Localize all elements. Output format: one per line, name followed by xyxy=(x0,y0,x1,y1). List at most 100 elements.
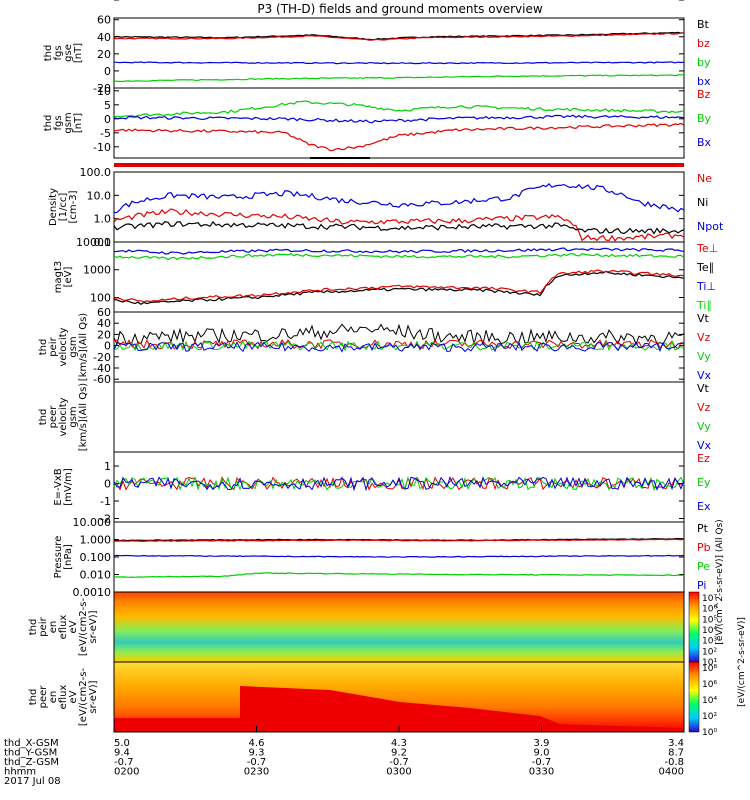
y-tick-label: 1000 xyxy=(83,0,111,3)
y-axis-label: thd xyxy=(28,689,39,706)
y-tick-label: 0.0010 xyxy=(73,586,112,599)
y-tick-label: 10 xyxy=(97,0,111,3)
x-row-value: 0200 xyxy=(114,767,139,778)
y-tick-label: 5 xyxy=(104,99,111,112)
panel-4: 100 1000 10000 magt3 [eV] Te⊥ Te∥ Ti⊥ Ti∥ xyxy=(53,236,718,313)
x-row-value: 0400 xyxy=(659,767,684,778)
x-row-label: thd_X-GSM xyxy=(4,738,59,749)
y-axis-label: thd xyxy=(38,339,49,356)
y-axis-label: eV xyxy=(68,620,79,633)
y-tick-label: 10000 xyxy=(76,236,111,249)
legend-by: by xyxy=(697,56,711,69)
y-axis-label: [eV/(cm2-s- xyxy=(78,668,89,727)
series-Ex xyxy=(113,476,685,492)
y-axis-label: fgs xyxy=(53,115,64,130)
legend-Ni: Ni xyxy=(697,196,708,209)
legend-Ez: Ez xyxy=(697,452,710,465)
colorbar-unit-label: [eV/(cm^2-s-sr-eV)] xyxy=(737,617,747,707)
legend-Bz: Bz xyxy=(697,88,711,101)
colorbar-unit-label-electron: [eV/(cm^2-s-sr-eV)] xyxy=(737,617,747,707)
legend-Ey: Ey xyxy=(697,476,711,489)
series-Bx xyxy=(113,114,685,124)
y-axis-label: sr-eV)] xyxy=(88,680,99,713)
y-tick-label: 0 xyxy=(104,340,111,353)
y-tick-label: 60 xyxy=(97,306,111,319)
y-tick-label: 10.0 xyxy=(87,189,112,202)
x-row-label: thd_Y-GSM xyxy=(4,748,57,759)
legend-Vy: Vy xyxy=(697,420,711,433)
y-tick-label: 20 xyxy=(97,48,111,61)
y-axis-label: gse xyxy=(63,44,74,62)
electron-cold-band xyxy=(114,686,684,732)
y-axis-label: gsm xyxy=(68,336,79,357)
y-axis-label: peer xyxy=(38,685,49,709)
y-tick-label: 60 xyxy=(97,14,111,27)
panel-8: 0.0010 0.010 0.100 1.000 10.000 Pressure [nPa]… xyxy=(53,516,711,599)
y-tick-label: 40 xyxy=(97,317,111,330)
panel-6: thd peer velocity gsm [km/s](All Qs) Vt Vz Vy Vx xyxy=(38,381,712,453)
colorbar-electron-fill xyxy=(688,661,700,733)
y-axis-label: thd xyxy=(38,409,49,426)
y-tick-label: 0 xyxy=(104,113,111,126)
x-row-value: 5.0 xyxy=(114,738,130,749)
colorbar-tick-label: 10⁵ xyxy=(702,615,717,625)
y-tick-label: 0.100 xyxy=(80,551,112,564)
y-tick-label: 10000 xyxy=(76,0,111,3)
y-axis-label: [nT] xyxy=(73,113,84,133)
y-tick-label: -60 xyxy=(93,373,111,386)
x-axis-date: 2017 Jul 08 xyxy=(4,776,61,787)
legend-bx: bx xyxy=(697,75,711,88)
series-Ne xyxy=(113,208,685,242)
y-axis-label: Pressure xyxy=(53,536,64,579)
series-by xyxy=(113,74,685,83)
series-Bt xyxy=(113,31,685,41)
y-axis-label: thd xyxy=(43,45,54,62)
legend-Vy: Vy xyxy=(697,350,711,363)
series-By xyxy=(113,100,685,118)
x-row-value: 9.4 xyxy=(114,748,130,759)
y-tick-label: 0 xyxy=(104,65,111,78)
series-Te⊥ xyxy=(113,269,685,303)
colorbar-electron xyxy=(688,661,700,733)
x-row-value: 0230 xyxy=(244,767,269,778)
panel-frame xyxy=(113,381,685,453)
colorbar-unit-label-ion: [eV/(cm^2-s-sr-eV)] (All Qs) xyxy=(715,519,725,644)
y-axis-label: peer xyxy=(48,405,59,429)
y-tick-label: 100.0 xyxy=(80,166,112,179)
x-row-value: -0.7 xyxy=(389,757,409,768)
panel-frame xyxy=(113,311,685,383)
legend-Bt: Bt xyxy=(697,18,710,31)
y-tick-label: 0.1 xyxy=(94,236,112,249)
legend-Ti⊥: Ti⊥ xyxy=(696,280,716,293)
colorbar-tick-label: 10² xyxy=(702,647,717,657)
series-bz xyxy=(113,32,684,41)
colorbar-tick-label: 10¹ xyxy=(702,658,717,668)
legend-Te∥: Te∥ xyxy=(696,261,714,274)
y-axis-label: [nT] xyxy=(73,43,84,63)
colorbar-tick-label: 10² xyxy=(702,712,717,722)
y-axis-label: velocity xyxy=(58,327,69,366)
y-axis-label: [nPa] xyxy=(63,544,74,570)
x-row-value: -0.8 xyxy=(664,757,684,768)
x-row-label: thd_Z-GSM xyxy=(4,757,59,768)
y-tick-label: -10 xyxy=(93,141,111,154)
y-tick-label: 100 xyxy=(90,0,111,3)
y-tick-label: 1.0 xyxy=(94,213,112,226)
legend-bz: bz xyxy=(697,37,710,50)
figure-title: P3 (TH-D) fields and ground moments over… xyxy=(257,2,542,16)
y-axis-label: peir xyxy=(48,336,59,356)
y-axis-label: fgs xyxy=(53,45,64,60)
y-axis-label: eV xyxy=(68,690,79,703)
y-tick-label: 100 xyxy=(90,0,111,3)
legend-Vt: Vt xyxy=(697,312,710,325)
panel-10: 10100100010000thdpeerenefluxeV[eV/(cm2-s… xyxy=(28,0,684,726)
x-row-value: 4.6 xyxy=(249,738,265,749)
legend-Npot: Npot xyxy=(697,220,724,233)
series-Pb xyxy=(114,538,685,543)
legend-Vz: Vz xyxy=(697,331,711,344)
panel-9: 10100100010000thdpeirenefluxeV[eV/(cm2-s… xyxy=(28,0,684,656)
y-axis-label: [eV] xyxy=(63,267,74,288)
series-Ti⊥ xyxy=(113,247,685,255)
